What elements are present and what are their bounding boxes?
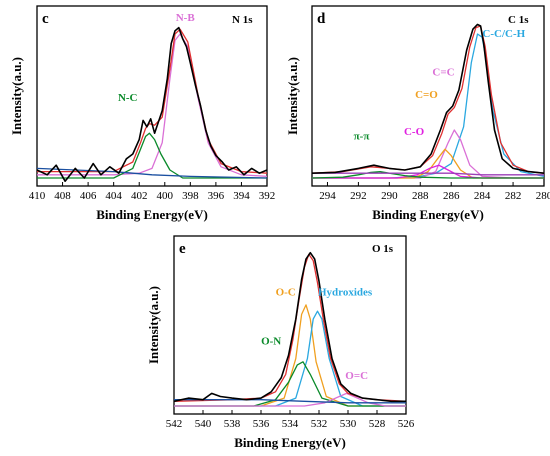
- x-tick-label: 398: [182, 190, 199, 202]
- peak-annotation: π-π: [354, 131, 370, 143]
- plot-frame: [311, 5, 545, 187]
- plot-frame: [36, 5, 268, 187]
- x-tick-label: 294: [319, 190, 336, 202]
- x-tick-label: 540: [195, 418, 212, 430]
- peak-annotation: C=O: [415, 89, 438, 101]
- x-axis-label: Binding Energy(eV): [96, 207, 208, 222]
- series-line-c-c-c-h: [312, 33, 545, 179]
- series-line-background: [174, 399, 406, 404]
- y-axis-label: Intensity(a.u.): [146, 286, 161, 364]
- x-tick-label: 286: [443, 190, 460, 202]
- series-line-o-c: [174, 392, 406, 407]
- x-tick-label: 528: [369, 418, 386, 430]
- panel-label: c: [42, 11, 49, 27]
- x-tick-label: 410: [29, 190, 46, 202]
- x-tick-label: 392: [259, 190, 276, 202]
- peak-annotation: N-B: [176, 12, 196, 24]
- chart-title: O 1s: [372, 243, 394, 255]
- x-tick-label: 292: [350, 190, 367, 202]
- x-tick-label: 536: [253, 418, 270, 430]
- peak-annotation: O-N: [261, 335, 281, 347]
- series-line-: [311, 170, 544, 179]
- x-tick-label: 280: [536, 190, 550, 202]
- x-tick-label: 284: [474, 190, 491, 202]
- x-tick-label: 530: [340, 418, 357, 430]
- y-axis-label: Intensity(a.u.): [9, 57, 24, 135]
- x-tick-label: 538: [224, 418, 241, 430]
- panel-e-o1s: e O 1s Binding Energy(eV) Intensity(a.u.…: [146, 235, 415, 450]
- series-line-c-c: [312, 129, 544, 179]
- plot-frame: [173, 235, 407, 415]
- series-line-raw: [36, 26, 268, 182]
- peak-annotation: N-C: [118, 92, 138, 104]
- x-axis-label: Binding Energy(eV): [372, 207, 484, 222]
- x-tick-label: 282: [505, 190, 522, 202]
- panel-label: d: [317, 11, 326, 27]
- peak-annotation: O-C: [276, 286, 296, 298]
- series-line-envelope: [173, 253, 407, 402]
- x-tick-label: 534: [282, 418, 299, 430]
- x-axis-label: Binding Energy(eV): [234, 435, 346, 450]
- series-line-raw: [311, 23, 545, 174]
- series-line-envelope: [37, 28, 268, 174]
- series-line-n-c: [37, 132, 267, 179]
- x-tick-label: 288: [412, 190, 429, 202]
- chart-title: C 1s: [508, 14, 529, 26]
- x-tick-label: 526: [398, 418, 415, 430]
- x-tick-label: 406: [80, 190, 97, 202]
- series-line-raw: [173, 251, 406, 403]
- x-tick-label: 402: [131, 190, 148, 202]
- x-tick-label: 290: [381, 190, 398, 202]
- peak-annotation: C-O: [404, 126, 425, 138]
- peak-annotation: Hydroxides: [318, 286, 373, 298]
- plot-marks: 410 408 406 404 402 400 398 396 394 392 N-B N-C: [29, 12, 276, 202]
- x-tick-label: 408: [54, 190, 71, 202]
- plot-marks: 294 292 290 288 286 284 282 280 C-C/C-H C=C C=O C-O…: [311, 23, 550, 202]
- panel-d-c1s: d C 1s Binding Energy(eV) Intensity(a.u.…: [285, 5, 550, 222]
- plot-marks: 542 540 538 536 534 532 530 528 526 Hydroxides O-C…: [166, 251, 415, 430]
- x-tick-label: 404: [105, 190, 122, 202]
- series-line-n-b: [37, 33, 268, 178]
- x-tick-label: 400: [157, 190, 174, 202]
- series-line-background: [312, 172, 544, 176]
- y-axis-label: Intensity(a.u.): [285, 57, 300, 135]
- series-line-hydroxides: [174, 310, 406, 407]
- x-tick-label: 394: [233, 190, 250, 202]
- panel-label: e: [179, 241, 186, 257]
- x-tick-label: 542: [166, 418, 183, 430]
- peak-annotation: C=C: [432, 67, 454, 79]
- peak-annotation: O=C: [345, 370, 368, 382]
- x-tick-label: 396: [208, 190, 225, 202]
- panel-c-n1s: c N 1s Binding Energy(eV) Intensity(a.u.…: [9, 5, 276, 222]
- chart-title: N 1s: [232, 14, 253, 26]
- peak-annotation: C-C/C-H: [482, 28, 525, 40]
- x-tick-label: 532: [311, 418, 328, 430]
